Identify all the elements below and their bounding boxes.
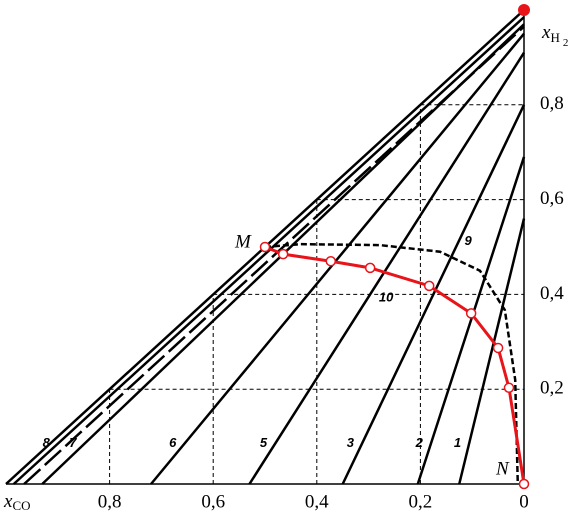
- marker: [492, 342, 504, 354]
- x-tick-label: 0,2: [409, 491, 433, 512]
- x-tick-label: 0,8: [98, 491, 122, 512]
- series-label: 9: [464, 233, 472, 248]
- marker: [423, 280, 435, 292]
- x-tick-label: 0: [519, 491, 529, 512]
- marker: [503, 382, 515, 394]
- x-label-sub: CO: [12, 498, 30, 513]
- y-tick-label: 0,6: [540, 188, 564, 209]
- x-tick-label: 0,6: [201, 491, 225, 512]
- series-label: 6: [169, 435, 177, 450]
- series-line: [23, 25, 525, 485]
- marker: [518, 478, 530, 490]
- series-line: [248, 51, 526, 485]
- y-tick-label: 0,4: [540, 283, 564, 304]
- series-label: 3: [347, 435, 355, 450]
- marker: [465, 308, 477, 319]
- series-line: [264, 242, 520, 485]
- series-line: [12, 16, 525, 485]
- x-tick-label: 0,4: [305, 491, 329, 512]
- series-line: [150, 32, 525, 485]
- x-label-main: x: [3, 491, 13, 512]
- y-label-sub: H: [550, 30, 559, 45]
- series-label: 8: [43, 435, 51, 450]
- apex-point: [518, 4, 530, 16]
- series-line: [416, 156, 526, 485]
- marker: [325, 255, 337, 267]
- series-label: 1: [454, 435, 461, 450]
- series-line: [341, 104, 526, 485]
- series-line: [458, 218, 526, 485]
- y-tick-label: 0,2: [540, 378, 564, 399]
- y-axis-label: xH 2: [541, 22, 568, 48]
- point-label: M: [234, 231, 252, 252]
- series-label: 10: [379, 289, 394, 304]
- marker: [364, 262, 376, 274]
- x-axis-label: xCO: [3, 491, 31, 513]
- y-label-main: x: [541, 22, 551, 43]
- marker: [259, 241, 271, 253]
- series-label: 2: [415, 435, 424, 450]
- series-line: [264, 245, 526, 485]
- series-label: 7: [69, 435, 77, 450]
- y-label-subsub: 2: [563, 37, 569, 49]
- series-label: 5: [260, 435, 268, 450]
- marker: [277, 248, 289, 260]
- point-label: N: [495, 458, 510, 479]
- y-tick-label: 0,8: [540, 93, 564, 114]
